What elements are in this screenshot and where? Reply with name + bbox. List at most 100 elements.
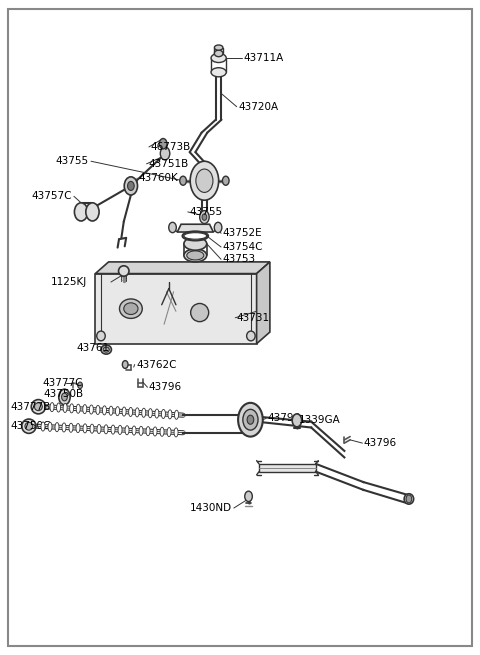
- Ellipse shape: [406, 496, 411, 502]
- Ellipse shape: [35, 403, 42, 411]
- Text: 43757C: 43757C: [31, 191, 72, 201]
- Ellipse shape: [57, 403, 60, 412]
- Text: 43796: 43796: [364, 438, 397, 448]
- Text: 43777B: 43777B: [11, 402, 51, 412]
- Polygon shape: [177, 224, 213, 232]
- Text: 43760K: 43760K: [138, 173, 178, 183]
- Circle shape: [122, 361, 128, 368]
- Ellipse shape: [109, 406, 113, 415]
- Ellipse shape: [142, 408, 146, 417]
- Ellipse shape: [76, 424, 80, 432]
- Ellipse shape: [404, 494, 414, 504]
- Circle shape: [180, 176, 186, 185]
- Ellipse shape: [90, 424, 94, 433]
- Text: 43755: 43755: [56, 157, 89, 166]
- Ellipse shape: [129, 407, 132, 417]
- Ellipse shape: [63, 403, 67, 413]
- Ellipse shape: [122, 407, 126, 416]
- Ellipse shape: [48, 422, 52, 432]
- Ellipse shape: [96, 331, 105, 341]
- Circle shape: [159, 138, 167, 149]
- Ellipse shape: [103, 347, 109, 352]
- Ellipse shape: [102, 406, 107, 415]
- Ellipse shape: [101, 345, 111, 354]
- Circle shape: [160, 147, 170, 160]
- Ellipse shape: [69, 423, 73, 432]
- Circle shape: [245, 491, 252, 502]
- Circle shape: [86, 203, 99, 221]
- Ellipse shape: [184, 249, 207, 262]
- Ellipse shape: [96, 405, 100, 415]
- Text: 43777C: 43777C: [42, 378, 83, 388]
- Ellipse shape: [184, 233, 207, 239]
- Ellipse shape: [167, 428, 171, 437]
- Circle shape: [128, 181, 134, 191]
- Circle shape: [78, 382, 83, 388]
- Ellipse shape: [247, 331, 255, 341]
- Text: 43750G: 43750G: [11, 421, 52, 431]
- Ellipse shape: [132, 426, 136, 435]
- Text: 43796: 43796: [149, 383, 182, 392]
- Polygon shape: [259, 464, 316, 472]
- Ellipse shape: [155, 409, 159, 418]
- Ellipse shape: [31, 400, 46, 414]
- Ellipse shape: [55, 422, 59, 432]
- Ellipse shape: [50, 403, 54, 412]
- Text: 43711A: 43711A: [244, 53, 284, 63]
- Circle shape: [222, 176, 229, 185]
- Text: 43794: 43794: [267, 413, 300, 423]
- Text: 43762C: 43762C: [136, 360, 177, 369]
- Ellipse shape: [83, 405, 87, 414]
- Ellipse shape: [160, 427, 164, 436]
- Ellipse shape: [62, 423, 66, 432]
- Text: 46773B: 46773B: [150, 142, 191, 152]
- Ellipse shape: [111, 425, 115, 434]
- Polygon shape: [96, 262, 270, 274]
- Text: 43731: 43731: [237, 312, 270, 323]
- Ellipse shape: [83, 424, 87, 433]
- Ellipse shape: [161, 409, 166, 419]
- Circle shape: [238, 403, 263, 437]
- Ellipse shape: [118, 425, 122, 434]
- Ellipse shape: [153, 427, 157, 436]
- Text: 43720A: 43720A: [238, 102, 278, 112]
- Ellipse shape: [22, 419, 36, 434]
- Ellipse shape: [191, 303, 209, 322]
- Text: 1339GA: 1339GA: [300, 415, 341, 424]
- Text: 43761: 43761: [76, 343, 109, 353]
- Ellipse shape: [119, 266, 129, 276]
- Ellipse shape: [41, 422, 45, 431]
- Polygon shape: [96, 274, 257, 344]
- Circle shape: [190, 161, 219, 200]
- Ellipse shape: [70, 403, 74, 413]
- Ellipse shape: [184, 237, 207, 250]
- Ellipse shape: [135, 408, 139, 417]
- Circle shape: [124, 177, 137, 195]
- Text: 43753: 43753: [222, 254, 255, 265]
- Circle shape: [59, 389, 70, 405]
- Ellipse shape: [120, 299, 142, 318]
- Ellipse shape: [215, 45, 223, 50]
- Circle shape: [196, 169, 213, 193]
- Ellipse shape: [125, 426, 129, 435]
- Ellipse shape: [146, 426, 150, 436]
- Text: 43752E: 43752E: [222, 229, 262, 238]
- Text: 43754C: 43754C: [222, 242, 263, 252]
- Ellipse shape: [187, 251, 204, 260]
- Circle shape: [202, 214, 207, 220]
- Circle shape: [243, 409, 258, 430]
- Ellipse shape: [116, 407, 120, 416]
- Circle shape: [169, 222, 176, 233]
- Ellipse shape: [97, 424, 101, 434]
- Circle shape: [247, 415, 254, 424]
- Circle shape: [74, 203, 88, 221]
- Ellipse shape: [89, 405, 93, 414]
- Polygon shape: [257, 262, 270, 344]
- Ellipse shape: [211, 54, 226, 62]
- Ellipse shape: [104, 424, 108, 434]
- Ellipse shape: [76, 404, 80, 413]
- Text: 1125KJ: 1125KJ: [51, 277, 87, 287]
- Circle shape: [61, 393, 67, 401]
- Ellipse shape: [168, 410, 172, 419]
- Ellipse shape: [148, 409, 152, 418]
